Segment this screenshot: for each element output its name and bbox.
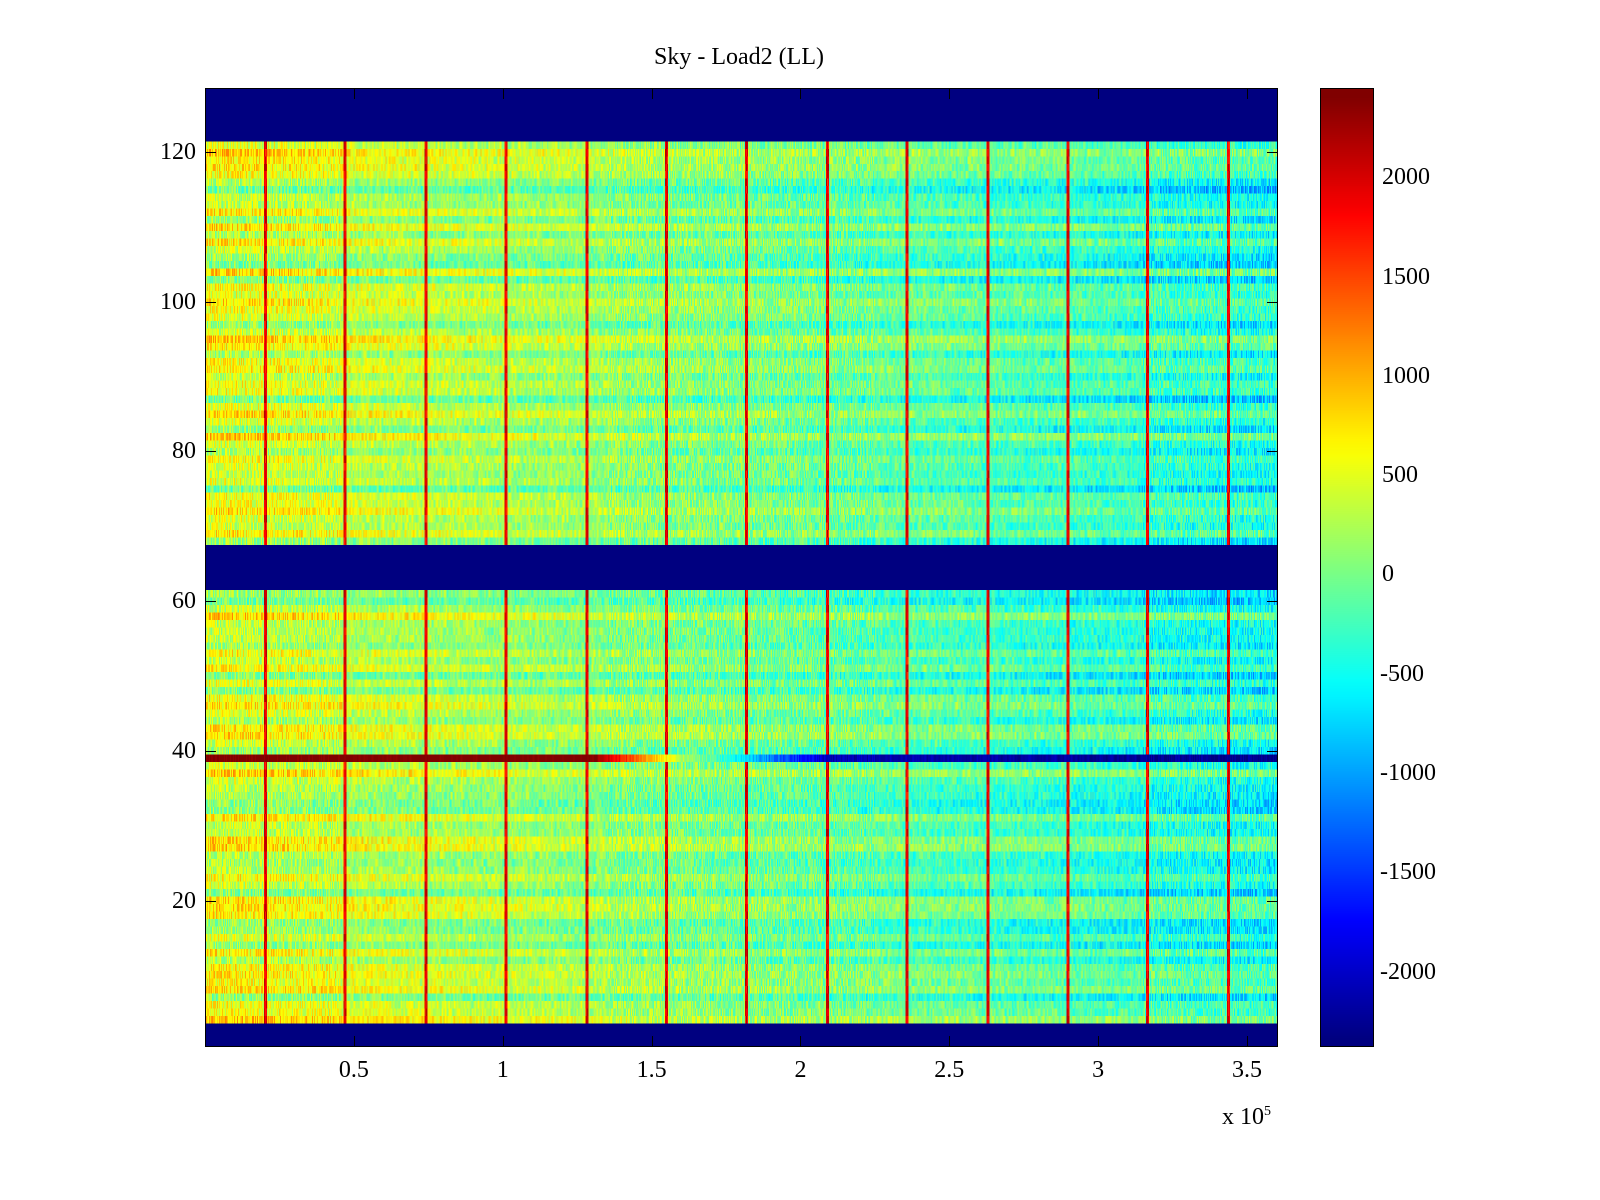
x-tick [1098,89,1100,99]
x-tick [651,1036,653,1046]
x-tick [1098,1036,1100,1046]
x-tick-label: 0.5 [338,1057,369,1083]
colorbar-tick-label: -2000 [1380,958,1436,985]
y-tick [206,301,216,303]
y-tick-label: 40 [172,738,196,765]
x-tick [1247,1036,1249,1046]
heatmap-image [206,89,1277,1046]
x-tick [949,89,951,99]
x-tick-label: 1.5 [636,1057,667,1083]
y-tick [206,451,216,453]
y-tick [1267,751,1277,753]
chart-title: Sky - Load2 (LL) [654,44,824,70]
colorbar-tick-label: -1000 [1380,760,1436,786]
colorbar-tick-label: 2000 [1382,164,1430,191]
x-tick [502,1036,504,1046]
x-tick [353,89,355,99]
y-tick [1267,451,1277,453]
x-tick [800,89,802,99]
x-axis-multiplier: x 105 [1222,1104,1271,1130]
x-tick-label: 3.5 [1232,1057,1263,1083]
y-tick-label: 20 [172,887,196,914]
x-tick [800,1036,802,1046]
y-tick [206,151,216,153]
heatmap-plot-area [205,88,1278,1047]
x-tick-label: 3 [1092,1057,1105,1083]
y-tick-label: 120 [160,138,196,165]
colorbar-tick-label: 1500 [1382,263,1430,290]
x-tick [353,1036,355,1046]
colorbar-tick-label: 1000 [1382,362,1430,389]
colorbar-tick-label: -500 [1380,660,1424,687]
colorbar-tick-label: -1500 [1380,859,1436,886]
y-tick [206,900,216,902]
y-tick [1267,900,1277,902]
y-tick [1267,151,1277,153]
y-tick-label: 100 [160,288,196,315]
x-tick-label: 1 [496,1057,509,1083]
x-tick-label: 2.5 [934,1057,965,1083]
colorbar-gradient [1321,89,1373,1046]
x-tick [1247,89,1249,99]
y-tick-label: 60 [172,588,196,615]
colorbar-tick-label: 500 [1382,462,1418,489]
y-tick [1267,301,1277,303]
x-tick [502,89,504,99]
colorbar-tick-label: 0 [1382,561,1394,588]
y-tick-label: 80 [172,438,196,465]
y-tick [206,751,216,753]
x-tick-label: 2 [794,1057,807,1083]
x-tick [949,1036,951,1046]
x-tick [651,89,653,99]
y-tick [1267,601,1277,603]
colorbar [1320,88,1374,1047]
y-tick [206,601,216,603]
